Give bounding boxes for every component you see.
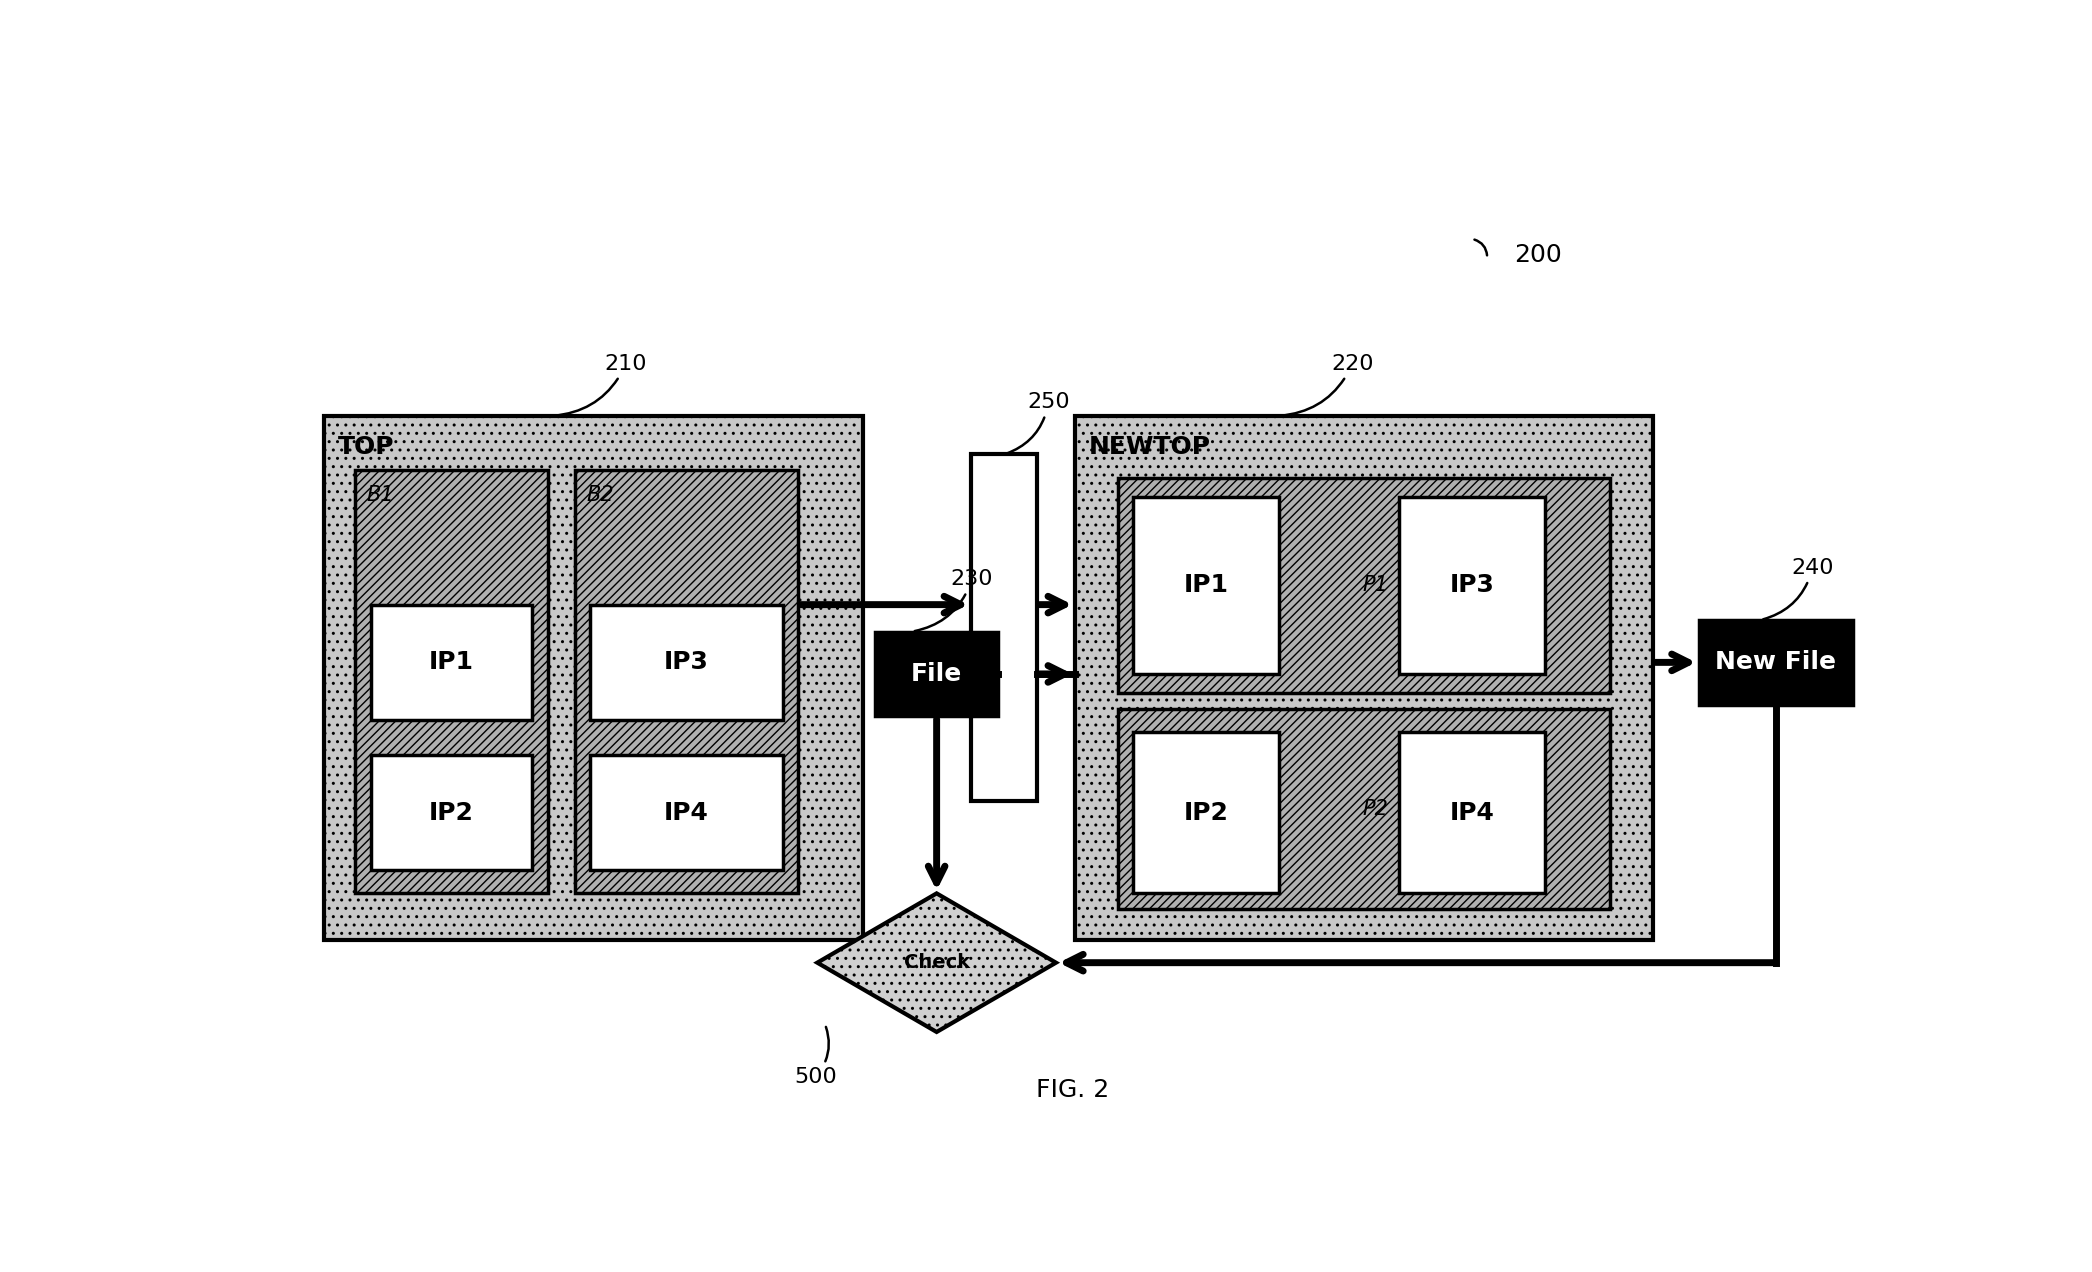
Text: 250: 250 xyxy=(1006,392,1069,454)
Text: IP1: IP1 xyxy=(429,650,475,674)
Bar xyxy=(590,604,782,720)
Bar xyxy=(1400,497,1544,674)
Text: IP3: IP3 xyxy=(1450,574,1494,598)
Bar xyxy=(1699,619,1854,705)
Bar xyxy=(575,469,797,893)
Text: IP2: IP2 xyxy=(429,800,475,824)
Text: TOP: TOP xyxy=(339,435,395,459)
Text: 220: 220 xyxy=(1280,354,1374,416)
Bar xyxy=(971,454,1038,801)
Text: B2: B2 xyxy=(586,486,613,505)
Text: 240: 240 xyxy=(1764,557,1835,619)
Text: 200: 200 xyxy=(1515,243,1563,267)
Text: IP4: IP4 xyxy=(663,800,709,824)
Text: 500: 500 xyxy=(795,1027,837,1086)
Bar xyxy=(1117,709,1611,908)
Text: New File: New File xyxy=(1715,650,1837,674)
Bar xyxy=(370,604,531,720)
Text: B1: B1 xyxy=(366,486,395,505)
Bar xyxy=(1134,497,1280,674)
Text: 210: 210 xyxy=(554,354,646,416)
Text: P1: P1 xyxy=(1362,575,1389,595)
Text: IP3: IP3 xyxy=(663,650,709,674)
Bar xyxy=(874,632,998,716)
Text: Check: Check xyxy=(904,953,971,972)
Bar xyxy=(324,416,864,940)
Text: P2: P2 xyxy=(1362,799,1389,819)
Text: IP4: IP4 xyxy=(1450,800,1494,824)
Bar xyxy=(590,754,782,870)
Bar xyxy=(1134,731,1280,893)
Text: 230: 230 xyxy=(914,570,994,631)
Text: File: File xyxy=(910,661,962,686)
Bar xyxy=(1400,731,1544,893)
Text: NEWTOP: NEWTOP xyxy=(1090,435,1211,459)
Text: IP1: IP1 xyxy=(1184,574,1228,598)
Bar xyxy=(1075,416,1653,940)
Bar xyxy=(370,754,531,870)
Bar xyxy=(1117,477,1611,693)
Text: IP2: IP2 xyxy=(1184,800,1228,824)
Text: FIG. 2: FIG. 2 xyxy=(1036,1077,1109,1102)
Polygon shape xyxy=(818,893,1056,1032)
Bar xyxy=(356,469,548,893)
